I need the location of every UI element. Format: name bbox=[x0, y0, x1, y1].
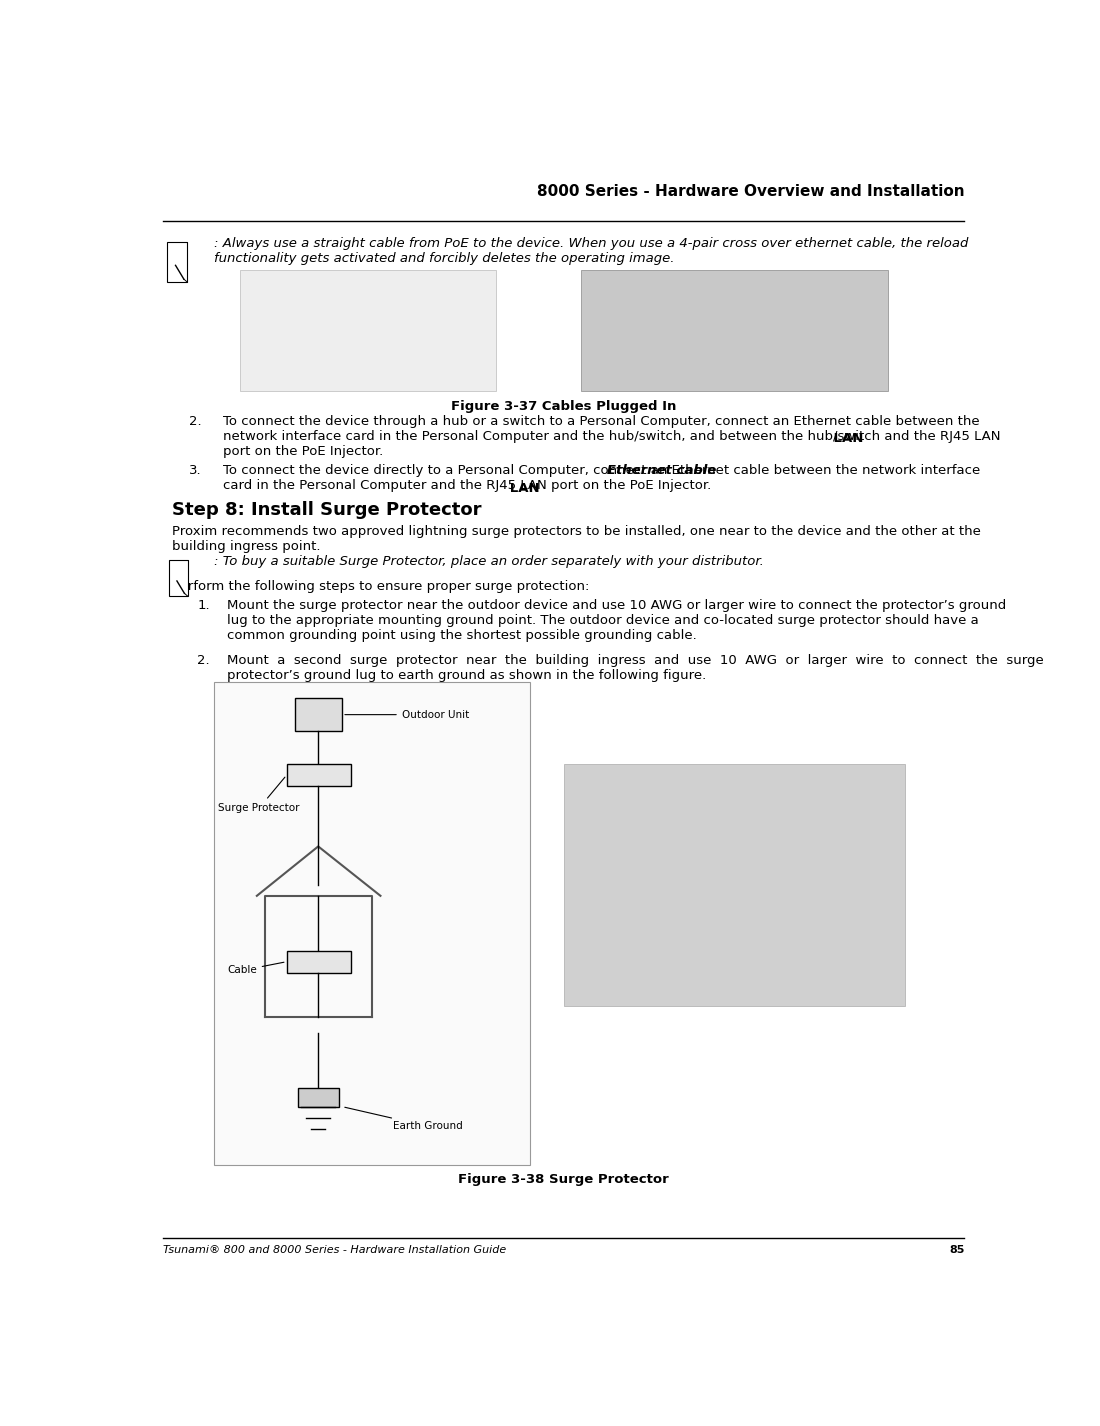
Text: 2.: 2. bbox=[197, 655, 210, 667]
FancyBboxPatch shape bbox=[287, 951, 351, 973]
Text: 3.: 3. bbox=[189, 465, 201, 478]
Text: Figure 3-37 Cables Plugged In: Figure 3-37 Cables Plugged In bbox=[451, 399, 676, 412]
Text: : Always use a straight cable from PoE to the device. When you use a 4-pair cros: : Always use a straight cable from PoE t… bbox=[214, 237, 969, 265]
Text: : To buy a suitable Surge Protector, place an order separately with your distrib: : To buy a suitable Surge Protector, pla… bbox=[214, 555, 764, 569]
FancyBboxPatch shape bbox=[298, 1088, 339, 1107]
Text: Surge Protector: Surge Protector bbox=[219, 777, 300, 813]
Text: LAN: LAN bbox=[222, 482, 539, 495]
Text: Tsunami® 800 and 8000 Series - Hardware Installation Guide: Tsunami® 800 and 8000 Series - Hardware … bbox=[163, 1245, 506, 1255]
FancyBboxPatch shape bbox=[169, 560, 188, 596]
Text: Proxim recommends two approved lightning surge protectors to be installed, one n: Proxim recommends two approved lightning… bbox=[172, 525, 980, 553]
FancyBboxPatch shape bbox=[167, 242, 187, 282]
Text: To connect the device directly to a Personal Computer, connect an Ethernet cable: To connect the device directly to a Pers… bbox=[222, 465, 980, 492]
Text: Outdoor Unit: Outdoor Unit bbox=[345, 710, 469, 720]
Text: LAN: LAN bbox=[222, 432, 864, 445]
Text: 85: 85 bbox=[949, 1245, 965, 1255]
Text: Earth Ground: Earth Ground bbox=[344, 1107, 463, 1131]
FancyBboxPatch shape bbox=[240, 270, 495, 391]
Text: 1.: 1. bbox=[197, 599, 210, 612]
FancyBboxPatch shape bbox=[563, 764, 904, 1005]
Text: To connect the device through a hub or a switch to a Personal Computer, connect : To connect the device through a hub or a… bbox=[222, 415, 1000, 458]
FancyBboxPatch shape bbox=[214, 682, 530, 1165]
Text: Mount the surge protector near the outdoor device and use 10 AWG or larger wire : Mount the surge protector near the outdo… bbox=[227, 599, 1007, 642]
Text: 8000 Series - Hardware Overview and Installation: 8000 Series - Hardware Overview and Inst… bbox=[537, 184, 965, 200]
Text: Step 8: Install Surge Protector: Step 8: Install Surge Protector bbox=[172, 501, 481, 519]
Text: Mount  a  second  surge  protector  near  the  building  ingress  and  use  10  : Mount a second surge protector near the … bbox=[227, 655, 1044, 682]
FancyBboxPatch shape bbox=[287, 764, 351, 786]
Text: Figure 3-38 Surge Protector: Figure 3-38 Surge Protector bbox=[459, 1172, 669, 1185]
Text: Ethernet cable: Ethernet cable bbox=[222, 465, 716, 478]
FancyBboxPatch shape bbox=[295, 699, 342, 732]
Text: Cable: Cable bbox=[227, 963, 284, 975]
FancyBboxPatch shape bbox=[581, 270, 888, 391]
Text: 2.: 2. bbox=[189, 415, 201, 428]
Text: Perform the following steps to ensure proper surge protection:: Perform the following steps to ensure pr… bbox=[172, 579, 588, 593]
